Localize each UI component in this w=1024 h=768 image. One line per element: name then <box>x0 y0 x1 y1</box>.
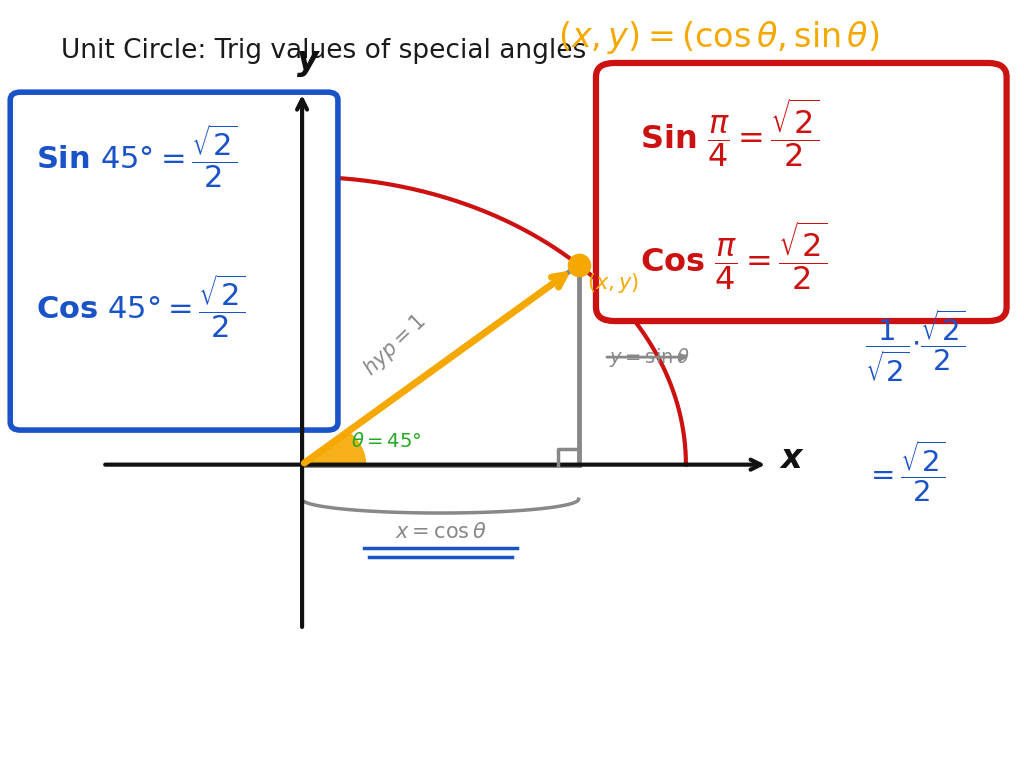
Text: Unit Circle: Trig values of special angles: Unit Circle: Trig values of special angl… <box>61 38 587 65</box>
Text: $\mathbf{Sin}\ \dfrac{\pi}{4} = \dfrac{\sqrt{2}}{2}$: $\mathbf{Sin}\ \dfrac{\pi}{4} = \dfrac{\… <box>640 96 819 169</box>
Text: $(x,y) = (\cos\theta,\sin\theta)$: $(x,y) = (\cos\theta,\sin\theta)$ <box>558 19 880 56</box>
Text: $\mathbf{Cos}\ \dfrac{\pi}{4} = \dfrac{\sqrt{2}}{2}$: $\mathbf{Cos}\ \dfrac{\pi}{4} = \dfrac{\… <box>640 219 827 292</box>
FancyBboxPatch shape <box>10 92 338 430</box>
Text: $= \dfrac{\sqrt{2}}{2}$: $= \dfrac{\sqrt{2}}{2}$ <box>865 438 946 504</box>
Text: $\theta{=}45°$: $\theta{=}45°$ <box>351 432 422 451</box>
Text: $\mathbf{Cos}\ 45° = \dfrac{\sqrt{2}}{2}$: $\mathbf{Cos}\ 45° = \dfrac{\sqrt{2}}{2}… <box>36 273 245 340</box>
Text: $\mathbf{Sin}\ 45° = \dfrac{\sqrt{2}}{2}$: $\mathbf{Sin}\ 45° = \dfrac{\sqrt{2}}{2}… <box>36 123 238 190</box>
Text: $(x,y)$: $(x,y)$ <box>587 271 639 295</box>
FancyBboxPatch shape <box>596 63 1007 321</box>
Polygon shape <box>302 431 366 465</box>
Text: x: x <box>780 442 802 475</box>
Text: $hyp=1$: $hyp=1$ <box>358 310 430 381</box>
Text: $x{=}\cos\theta$: $x{=}\cos\theta$ <box>394 522 486 542</box>
Text: $y{=}\sin\theta$: $y{=}\sin\theta$ <box>609 346 690 369</box>
Text: $\dfrac{1}{\sqrt{2}}{\cdot}\dfrac{\sqrt{2}}{2}$: $\dfrac{1}{\sqrt{2}}{\cdot}\dfrac{\sqrt{… <box>865 307 966 384</box>
Text: y: y <box>297 44 319 77</box>
